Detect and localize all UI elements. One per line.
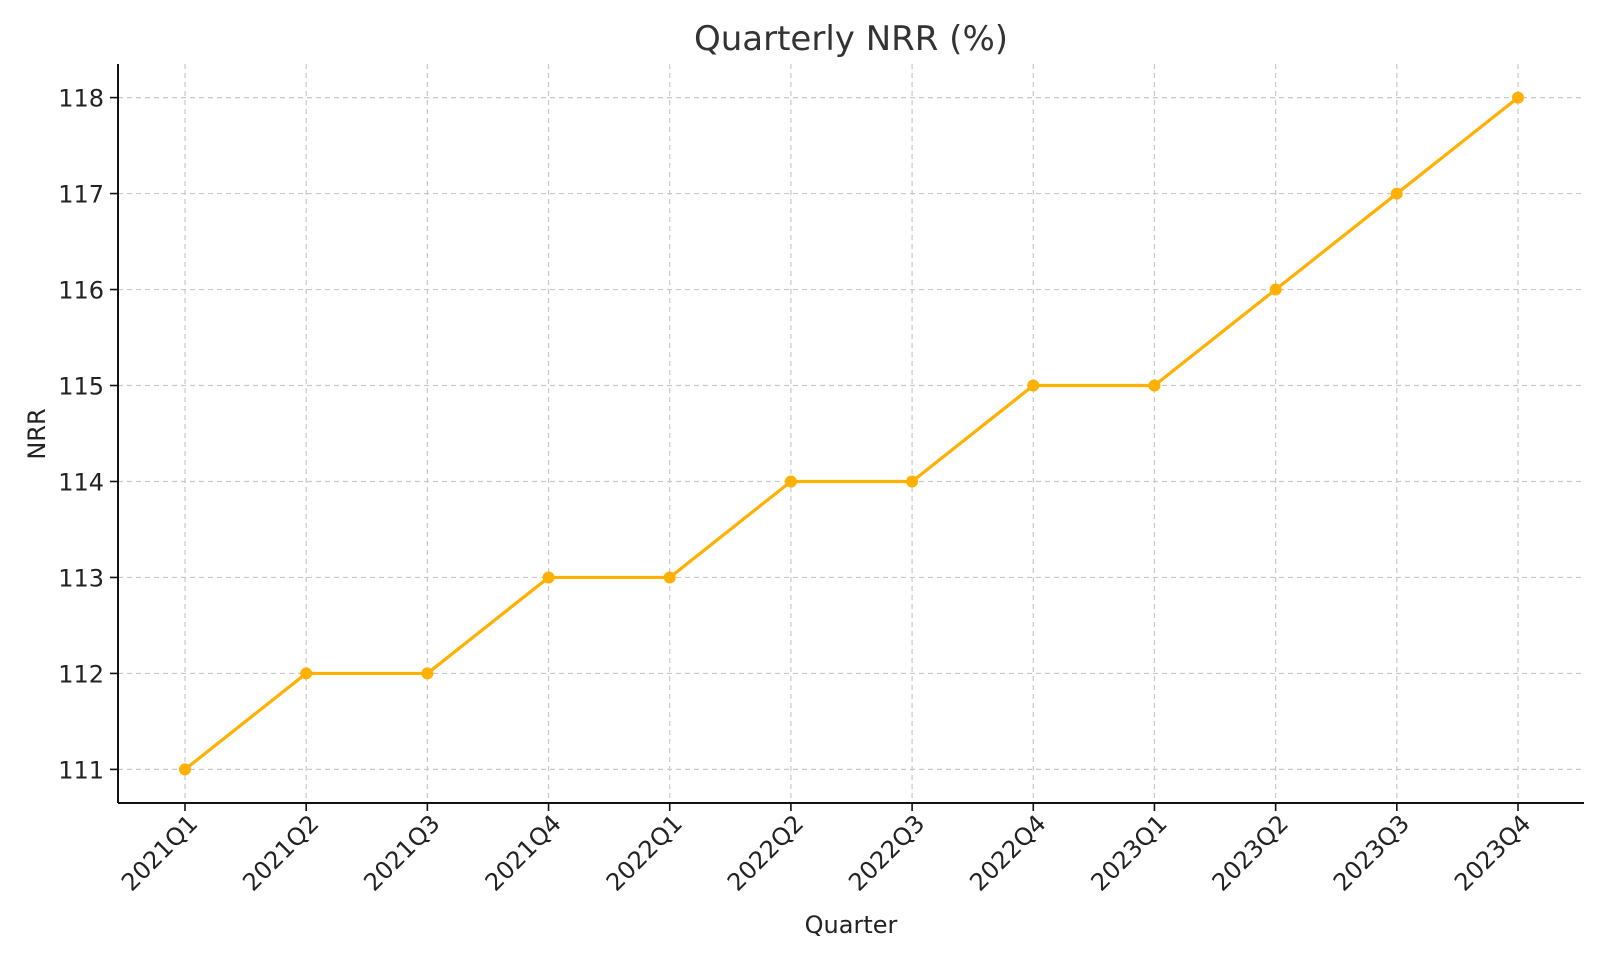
y-ticks: 111 112 113 114 115 116 117 118 — [58, 85, 118, 784]
y-tick-label: 111 — [58, 756, 104, 784]
y-tick-label: 118 — [58, 85, 104, 113]
data-point — [663, 571, 676, 584]
data-point — [1512, 91, 1524, 104]
x-tick-label: 2022Q1 — [601, 809, 688, 896]
series-line — [184, 96, 1519, 771]
x-tick-label: 2021Q3 — [358, 809, 445, 896]
series-layer — [179, 91, 1524, 776]
x-tick-label: 2021Q1 — [116, 809, 203, 896]
x-tick-label: 2023Q3 — [1328, 809, 1415, 896]
data-point — [1269, 283, 1282, 296]
y-tick-label: 115 — [58, 373, 104, 401]
x-tick-label: 2023Q1 — [1086, 809, 1173, 896]
x-tick-label: 2022Q3 — [843, 809, 930, 896]
grid-layer — [118, 64, 1584, 803]
y-tick-label: 114 — [58, 468, 104, 496]
x-tick-label: 2021Q4 — [480, 809, 567, 896]
x-ticks: 2021Q1 2021Q2 2021Q3 2021Q4 2022Q1 2022Q2 2022… — [116, 803, 1536, 897]
x-tick-label: 2022Q4 — [964, 809, 1051, 896]
y-axis-label: NRR — [23, 408, 51, 459]
x-axis-label: Quarter — [805, 911, 898, 939]
x-tick-label: 2021Q2 — [237, 809, 324, 896]
data-point — [421, 667, 434, 680]
data-point — [300, 667, 313, 680]
y-tick-label: 112 — [58, 660, 104, 688]
x-tick-label: 2022Q2 — [722, 809, 809, 896]
data-point — [1148, 379, 1161, 392]
data-point — [179, 763, 191, 776]
x-tick-label: 2023Q4 — [1449, 809, 1536, 896]
data-point — [1027, 379, 1040, 392]
data-point — [542, 571, 555, 584]
chart-title: Quarterly NRR (%) — [694, 19, 1008, 59]
y-tick-label: 113 — [58, 564, 104, 592]
y-tick-label: 116 — [58, 277, 104, 305]
x-tick-label: 2023Q2 — [1207, 809, 1294, 896]
data-point — [784, 475, 797, 488]
data-point — [1390, 187, 1403, 200]
data-point — [906, 475, 919, 488]
y-tick-label: 117 — [58, 181, 104, 209]
